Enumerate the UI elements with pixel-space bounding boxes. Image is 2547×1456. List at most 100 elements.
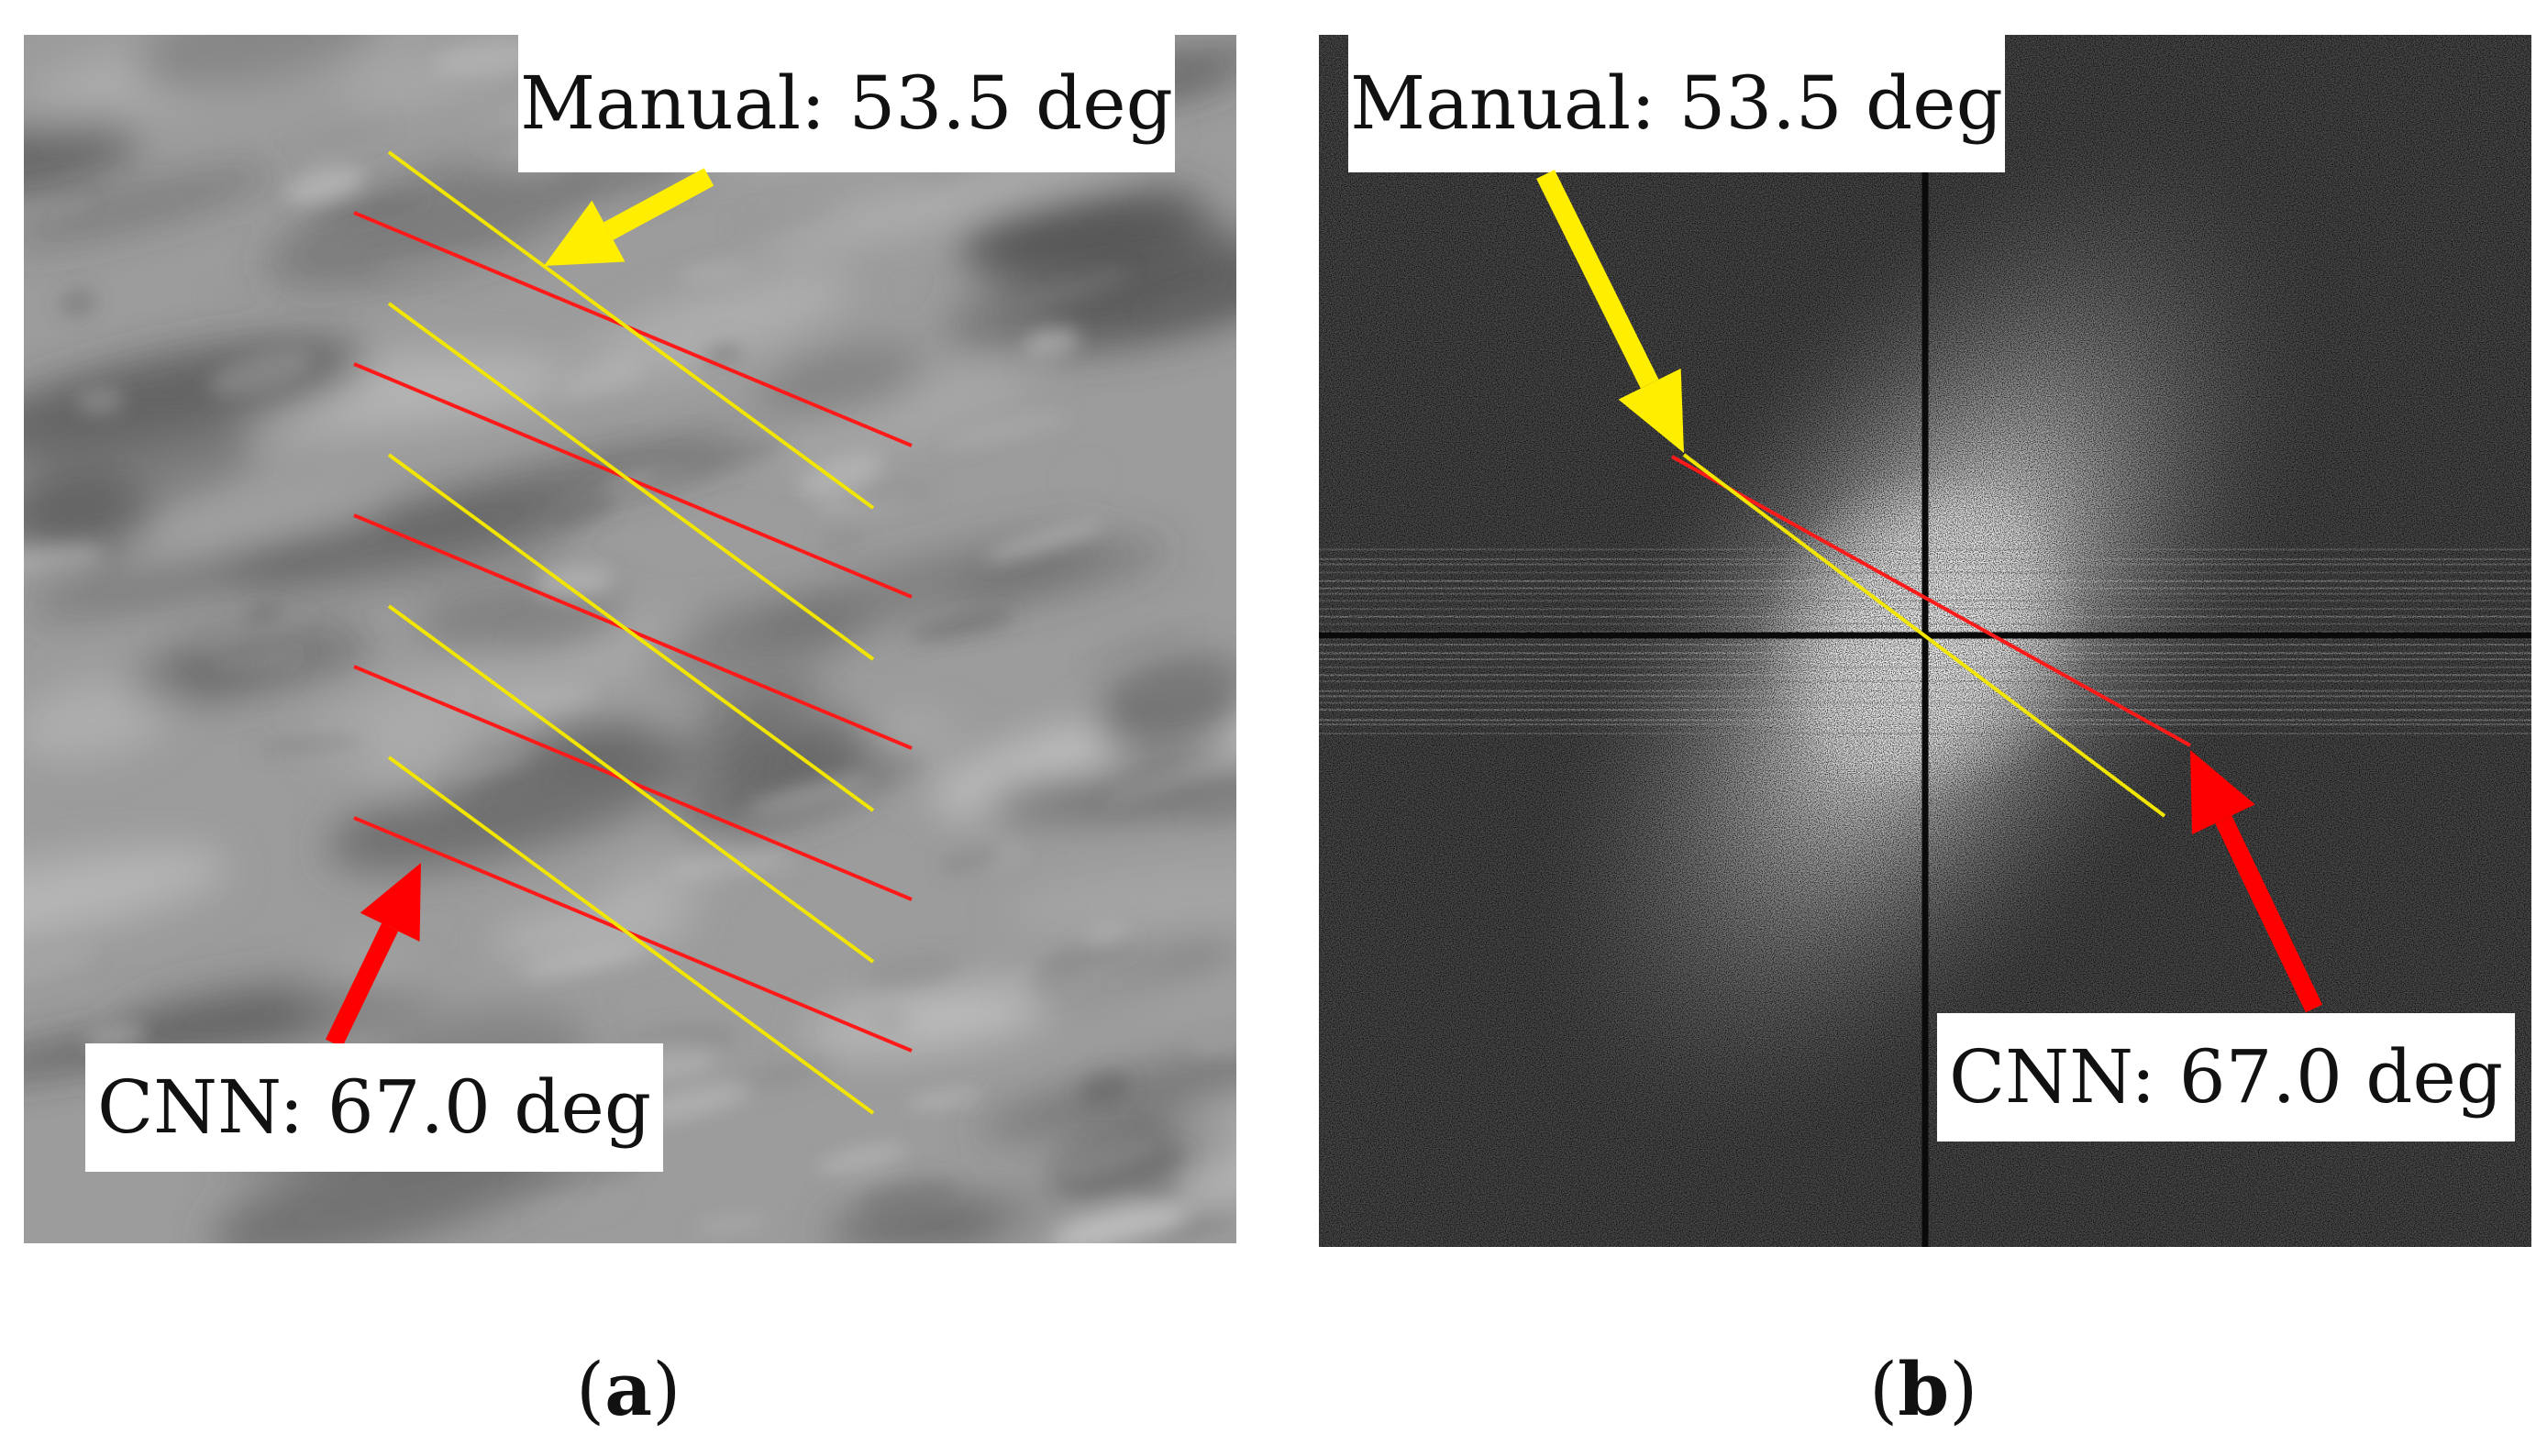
manual-line [387, 604, 875, 964]
texture-grain [1188, 1037, 1236, 1054]
caption-b-close: ) [1949, 1347, 1978, 1432]
texture-grain [676, 263, 750, 281]
texture-grain [560, 359, 646, 399]
texture-grain [206, 280, 269, 303]
texture-grain [285, 167, 365, 204]
texture-grain [909, 611, 1015, 642]
texture-grain [701, 345, 746, 364]
texture-grain [306, 194, 425, 222]
texture-grain [372, 252, 509, 276]
texture-grain [492, 685, 597, 715]
caption-b: (b) [1869, 1346, 1977, 1432]
texture-streak [675, 739, 894, 834]
texture-grain [693, 1216, 770, 1232]
texture-grain [941, 844, 1002, 875]
panel-b-cnn-line [1671, 455, 2191, 747]
texture-grain [1189, 794, 1236, 824]
texture-streak [1169, 1110, 1236, 1195]
texture-grain [1062, 1134, 1160, 1181]
texture-grain [851, 752, 924, 791]
panel-a-cnn-arrow-head [360, 863, 421, 942]
texture-grain [1060, 1149, 1190, 1194]
texture-grain [642, 438, 784, 483]
texture-grain [205, 649, 305, 673]
caption-a-letter: a [604, 1346, 653, 1432]
texture-streak [977, 1047, 1236, 1139]
texture-grain [531, 1196, 629, 1222]
texture-grain [184, 612, 310, 652]
texture-grain [1052, 1206, 1185, 1243]
panel-a-cnn-arrow [325, 863, 421, 1048]
manual-line [387, 302, 875, 661]
panel-b-manual-label: Manual: 53.5 deg [1348, 35, 2005, 172]
panel-a-manual-label: Manual: 53.5 deg [518, 35, 1175, 172]
texture-grain [1024, 326, 1081, 357]
texture-grain [667, 853, 792, 876]
texture-grain [798, 454, 883, 498]
texture-grain [860, 1178, 960, 1217]
texture-grain [24, 480, 132, 517]
texture-grain [208, 349, 314, 396]
texture-streak [135, 35, 394, 94]
texture-grain [549, 493, 616, 529]
caption-a-close: ) [652, 1347, 681, 1432]
texture-grain [1094, 1216, 1236, 1243]
texture-grain [1027, 958, 1088, 997]
texture-streak [490, 903, 696, 957]
caption-b-letter: b [1898, 1346, 1950, 1432]
texture-streak [746, 531, 1102, 641]
texture-streak [953, 539, 1168, 608]
texture-streak [758, 343, 927, 423]
texture-grain [59, 287, 98, 319]
texture-grain [1085, 626, 1192, 667]
texture-grain [296, 120, 393, 153]
texture-grain [1134, 1173, 1179, 1201]
texture-grain [1063, 463, 1107, 488]
caption-a: (a) [576, 1346, 681, 1432]
texture-grain [944, 411, 1071, 449]
texture-grain [825, 1009, 903, 1031]
texture-grain [1103, 757, 1236, 804]
texture-grain [254, 735, 365, 754]
texture-grain [983, 522, 1103, 561]
texture-streak [578, 270, 853, 382]
texture-streak [342, 437, 744, 540]
texture-grain [520, 943, 651, 978]
texture-streak [24, 679, 174, 760]
texture-grain [1146, 568, 1198, 587]
texture-streak [1029, 235, 1236, 352]
manual-parallel-lines [387, 150, 875, 1115]
panel-b-cnn-label: CNN: 67.0 deg [1937, 1013, 2515, 1142]
texture-grain [24, 945, 97, 988]
texture-grain [454, 750, 530, 778]
texture-grain [907, 1090, 981, 1109]
panel-b-manual-line [1682, 453, 2166, 818]
panel-a-cnn-label: CNN: 67.0 deg [85, 1043, 663, 1172]
texture-grain [730, 203, 837, 234]
texture-streak [1004, 861, 1236, 932]
manual-line [387, 756, 875, 1115]
texture-grain [820, 523, 865, 557]
texture-streak [24, 116, 141, 204]
manual-line [387, 453, 875, 812]
texture-grain [75, 387, 125, 414]
texture-grain [818, 1142, 907, 1175]
texture-grain [1015, 270, 1133, 311]
texture-grain [724, 1059, 831, 1095]
texture-streak [24, 167, 279, 247]
texture-streak [759, 152, 1145, 250]
texture-streak [72, 489, 384, 577]
texture-grain [34, 546, 106, 585]
panel-b-orientation-lines [1671, 453, 2191, 818]
texture-streak [692, 676, 825, 724]
texture-grain [1142, 276, 1236, 317]
manual-line [387, 150, 875, 510]
texture-grain [507, 616, 609, 645]
texture-grain [1133, 668, 1235, 709]
texture-streak [24, 845, 227, 956]
panel-a-cnn-arrow-shaft [325, 922, 399, 1048]
caption-a-open: ( [576, 1347, 605, 1432]
texture-streak [956, 185, 1209, 270]
